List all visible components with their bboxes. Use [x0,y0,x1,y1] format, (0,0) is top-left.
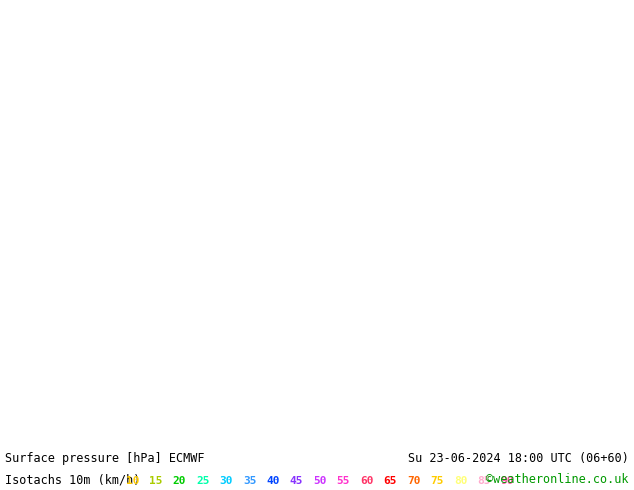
Text: Surface pressure [hPa] ECMWF: Surface pressure [hPa] ECMWF [5,452,205,466]
Text: 30: 30 [219,476,233,486]
Text: 15: 15 [149,476,162,486]
Text: 45: 45 [290,476,303,486]
Text: 75: 75 [430,476,444,486]
Text: Su 23-06-2024 18:00 UTC (06+60): Su 23-06-2024 18:00 UTC (06+60) [408,452,629,466]
Text: ©weatheronline.co.uk: ©weatheronline.co.uk [486,473,629,486]
Text: 25: 25 [196,476,209,486]
Text: 55: 55 [337,476,350,486]
Text: 90: 90 [501,476,514,486]
Text: 35: 35 [243,476,256,486]
Text: 65: 65 [384,476,397,486]
Text: 60: 60 [360,476,373,486]
Text: 80: 80 [454,476,467,486]
Text: Isotachs 10m (km/h): Isotachs 10m (km/h) [5,473,141,486]
Text: 50: 50 [313,476,327,486]
Text: 70: 70 [407,476,420,486]
Text: 10: 10 [126,476,139,486]
Text: 85: 85 [477,476,491,486]
Text: 20: 20 [172,476,186,486]
Text: 40: 40 [266,476,280,486]
